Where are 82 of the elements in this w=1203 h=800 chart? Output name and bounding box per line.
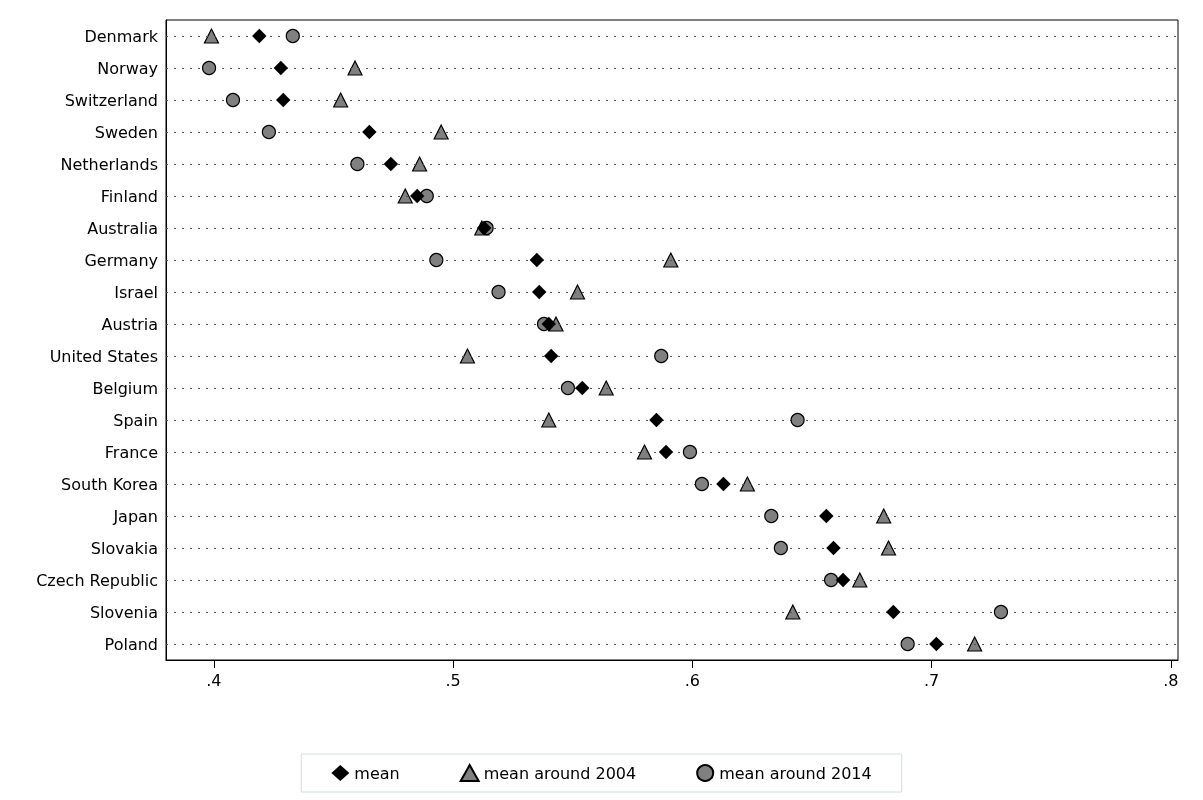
point [560,380,576,396]
point [433,124,449,140]
y-tick-label: Slovakia [90,538,158,558]
point [598,380,614,396]
point [654,348,669,364]
point [459,348,476,364]
point [993,604,1009,620]
point [773,540,788,556]
point [409,188,425,204]
x-tick-label: .4 [206,670,222,690]
y-tick-label: Czech Republic [36,570,158,590]
point [412,156,428,172]
point [716,476,731,492]
point [575,380,590,396]
point [531,284,547,300]
point [276,92,291,108]
y-tick-label: Japan [112,506,158,526]
x-tick-label: .6 [684,670,700,690]
legend-label: mean around 2004 [483,763,637,783]
y-tick-label: Belgium [92,378,158,398]
x-tick-label: .7 [923,670,940,690]
y-tick-label: South Korea [61,474,158,494]
y-tick-label: France [104,442,158,462]
point [261,124,276,140]
point [252,28,267,44]
point [541,316,557,332]
point [347,60,363,76]
point [273,60,289,76]
point [785,604,801,620]
point [886,604,901,620]
point [285,28,300,44]
point [682,444,698,460]
point [541,412,557,428]
point [694,476,710,492]
point [362,124,377,140]
legend-label: mean [354,763,400,783]
point [876,508,892,524]
point [636,444,653,460]
y-tick-label: Israel [114,282,158,302]
point [397,188,413,204]
y-tick-label: Poland [104,634,158,654]
point [543,348,559,364]
y-tick-label: Norway [97,58,158,78]
point [201,60,217,76]
point [350,156,365,172]
y-tick-label: Finland [100,186,158,206]
point [967,636,983,652]
point [819,508,834,524]
y-tick-label: Austria [101,314,158,334]
point [225,92,241,108]
y-tick-label: Germany [84,250,158,270]
y-tick-label: Switzerland [64,90,158,110]
point [880,540,897,556]
point [649,412,664,428]
point [491,284,506,300]
y-tick-label: Sweden [94,122,158,142]
point [824,572,839,588]
point [929,636,944,652]
point [900,636,915,652]
point [203,28,220,44]
y-tick-label: Netherlands [60,154,158,174]
point [663,252,679,268]
point [383,156,399,172]
y-tick-label: Spain [113,410,158,430]
y-tick-label: United States [49,346,158,366]
point [852,572,868,588]
x-tick-label: .8 [1163,670,1179,690]
x-tick-label: .5 [445,670,461,690]
point [429,252,444,268]
point [529,252,545,268]
point [826,540,841,556]
point [835,572,851,588]
y-tick-label: Slovenia [89,602,158,622]
y-tick-label: Denmark [84,26,159,46]
point [658,444,674,460]
y-tick-label: Australia [87,218,158,238]
legend-label: mean around 2014 [719,763,872,783]
point [764,508,779,524]
point [790,412,805,428]
point [333,92,349,108]
point [739,476,755,492]
point [569,284,586,300]
